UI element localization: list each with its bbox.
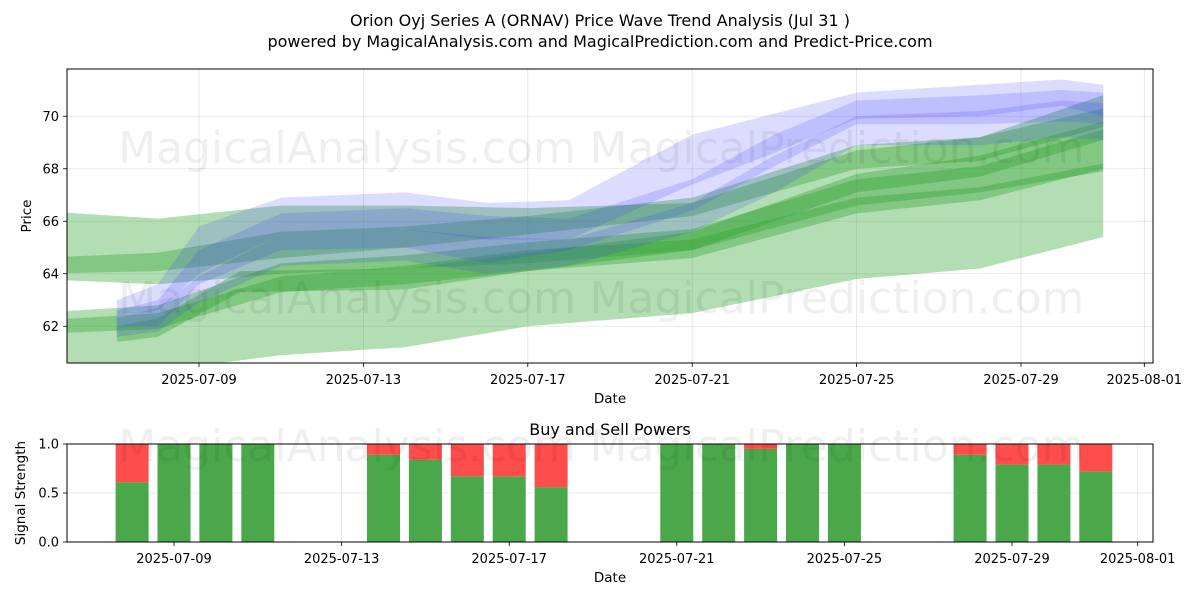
- signal-x-tick-label: 2025-07-17: [471, 552, 547, 567]
- chart-title-line1: Orion Oyj Series A (ORNAV) Price Wave Tr…: [350, 11, 850, 30]
- buy-power-bar: [450, 476, 484, 542]
- price-x-tick-label: 2025-07-25: [819, 373, 895, 388]
- signal-x-tick-label: 2025-07-25: [807, 552, 883, 567]
- blue-price-band-7: [116, 90, 1104, 327]
- watermark-analysis: MagicalAnalysis.com: [118, 123, 576, 174]
- price-x-tick-label: 2025-07-17: [490, 373, 566, 388]
- buy-power-bar: [953, 454, 987, 542]
- blue-price-band-6: [116, 79, 1104, 316]
- buy-power-bar: [1037, 464, 1071, 542]
- sell-power-bar: [953, 444, 987, 455]
- price-y-tick-label: 68: [42, 162, 59, 177]
- price-y-ticks: 62 64 66 68 70: [42, 110, 67, 335]
- buy-power-bar: [827, 444, 861, 542]
- buy-power-bar: [157, 444, 191, 542]
- signal-y-axis-label: Signal Strength: [13, 441, 29, 545]
- price-plot-frame: [66, 68, 1154, 364]
- buy-power-bar: [199, 444, 233, 542]
- buy-power-bar: [367, 454, 400, 542]
- watermark-analysis: MagicalAnalysis.com: [118, 421, 576, 472]
- watermarks: MagicalAnalysis.com MagicalPrediction.co…: [118, 123, 1084, 472]
- sell-power-bar: [1037, 444, 1071, 465]
- sell-power-bar: [1079, 444, 1113, 472]
- sell-power-bar: [367, 444, 400, 455]
- watermark-prediction: MagicalPrediction.com: [590, 273, 1085, 324]
- signal-y-tick-label: 0.5: [38, 487, 59, 502]
- price-y-tick-label: 64: [42, 267, 59, 282]
- signal-x-tick-label: 2025-07-13: [304, 552, 380, 567]
- signal-y-ticks: 0.0 0.5 1.0: [38, 438, 67, 551]
- watermark-analysis: MagicalAnalysis.com: [118, 273, 576, 324]
- price-x-tick-label: 2025-07-29: [983, 373, 1059, 388]
- signal-y-tick-label: 1.0: [38, 438, 59, 453]
- price-y-tick-label: 66: [42, 215, 59, 230]
- price-y-tick-label: 62: [42, 320, 59, 335]
- signal-bars: [115, 444, 1113, 542]
- sell-power-bar: [744, 444, 778, 449]
- blue-price-band-8: [116, 100, 1104, 337]
- signal-x-tick-label: 2025-07-21: [639, 552, 715, 567]
- price-x-tick-label: 2025-07-09: [161, 373, 237, 388]
- signal-y-tick-label: 0.0: [38, 536, 59, 551]
- chart-title-line2: powered by MagicalAnalysis.com and Magic…: [267, 32, 932, 51]
- sell-power-bar: [995, 444, 1029, 465]
- buy-power-bar: [408, 459, 442, 542]
- green-price-band-1: [67, 163, 1104, 363]
- green-price-band-2: [67, 108, 1104, 285]
- sell-power-bar: [115, 444, 149, 483]
- buy-power-bar: [492, 476, 526, 542]
- signal-x-axis-label: Date: [594, 570, 626, 586]
- buy-power-bar: [115, 482, 149, 542]
- signal-x-tick-label: 2025-08-01: [1100, 552, 1176, 567]
- green-price-band-5: [116, 121, 1104, 342]
- buy-power-bar: [995, 464, 1029, 542]
- price-x-ticks: 2025-07-09 2025-07-13 2025-07-17 2025-07-21…: [161, 363, 1182, 388]
- buy-power-bar: [534, 487, 568, 542]
- price-x-tick-label: 2025-07-13: [326, 373, 402, 388]
- price-x-axis-label: Date: [594, 391, 626, 407]
- signal-chart-title: Buy and Sell Powers: [529, 420, 691, 439]
- price-grid: [67, 69, 1153, 363]
- sell-power-bar: [534, 444, 568, 488]
- buy-power-bar: [786, 444, 819, 542]
- signal-x-tick-label: 2025-07-29: [974, 552, 1050, 567]
- green-price-band-3: [67, 95, 1104, 274]
- watermark-prediction: MagicalPrediction.com: [590, 123, 1085, 174]
- price-y-axis-label: Price: [19, 200, 35, 233]
- sell-power-bar: [408, 444, 442, 460]
- price-y-tick-label: 70: [42, 110, 59, 125]
- signal-x-tick-label: 2025-07-09: [136, 552, 212, 567]
- buy-power-bar: [660, 444, 694, 542]
- green-price-band-4: [67, 129, 1104, 333]
- price-bands: [67, 79, 1104, 363]
- buy-power-bar: [744, 448, 778, 542]
- watermark-prediction: MagicalPrediction.com: [590, 421, 1085, 472]
- buy-power-bar: [702, 444, 736, 542]
- price-x-tick-label: 2025-07-21: [654, 373, 730, 388]
- sell-power-bar: [492, 444, 526, 477]
- buy-power-bar: [1079, 471, 1113, 542]
- price-x-tick-label: 2025-08-01: [1107, 373, 1183, 388]
- sell-power-bar: [450, 444, 484, 477]
- signal-x-ticks: 2025-07-09 2025-07-13 2025-07-17 2025-07-21…: [136, 542, 1175, 567]
- buy-power-bar: [241, 444, 275, 542]
